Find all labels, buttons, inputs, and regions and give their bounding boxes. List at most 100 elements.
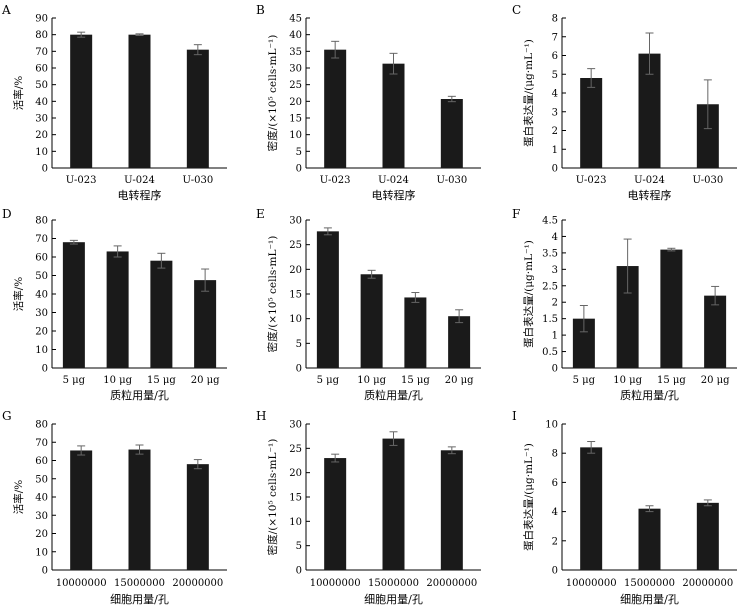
y-tick-label: 4 bbox=[552, 232, 558, 243]
category-label: 20000000 bbox=[426, 578, 477, 589]
bar bbox=[316, 231, 339, 368]
bar bbox=[186, 464, 209, 570]
y-tick-label: 15 bbox=[289, 114, 302, 125]
y-tick-label: 0.5 bbox=[542, 347, 558, 358]
y-tick-label: 40 bbox=[35, 493, 48, 504]
y-tick-label: 2 bbox=[552, 298, 558, 309]
y-tick-label: 15 bbox=[289, 493, 302, 504]
y-tick-label: 10 bbox=[289, 130, 302, 141]
y-tick-label: 70 bbox=[35, 47, 48, 58]
category-label: 15000000 bbox=[114, 578, 165, 589]
y-tick-label: 40 bbox=[35, 97, 48, 108]
y-tick-label: 35 bbox=[289, 47, 302, 58]
x-axis-label: 电转程序 bbox=[372, 188, 416, 202]
bar bbox=[638, 508, 661, 570]
x-axis-label: 细胞用量/孔 bbox=[110, 593, 169, 606]
panel-letter: H bbox=[256, 409, 266, 423]
x-axis-label: 电转程序 bbox=[118, 188, 162, 202]
bar bbox=[70, 34, 93, 168]
panel-letter: E bbox=[256, 207, 265, 221]
category-label: 20000000 bbox=[682, 578, 733, 589]
y-tick-label: 45 bbox=[289, 14, 302, 25]
bar bbox=[580, 447, 603, 570]
y-tick-label: 20 bbox=[35, 327, 48, 338]
bar bbox=[62, 242, 85, 368]
y-tick-label: 25 bbox=[289, 80, 302, 91]
bar bbox=[70, 450, 93, 570]
category-label: 5 μg bbox=[63, 375, 86, 386]
y-tick-label: 7 bbox=[552, 32, 558, 43]
y-tick-label: 4 bbox=[552, 507, 558, 518]
y-axis-label: 活率/% bbox=[12, 277, 25, 312]
category-label: 10000000 bbox=[566, 578, 617, 589]
bar bbox=[440, 99, 463, 168]
y-tick-label: 60 bbox=[35, 456, 48, 467]
bar bbox=[704, 295, 727, 368]
bar bbox=[404, 297, 427, 368]
y-tick-label: 30 bbox=[35, 114, 48, 125]
bar-chart: 0 5 10 15 20 25 30 35 40 45 U-023 U-024 U-030 电转程序 密度/… bbox=[266, 14, 481, 202]
y-tick-label: 8 bbox=[552, 14, 558, 25]
y-tick-label: 5 bbox=[296, 339, 302, 350]
category-label: U-030 bbox=[436, 175, 467, 186]
category-label: 10 μg bbox=[357, 375, 386, 386]
chart-panel-f: F 0 0.5 1 1.5 2 2.5 3 3.5 4 4.5 5 μg 10 μg 15 μg 20 μ… bbox=[512, 207, 737, 402]
panel-letter: C bbox=[512, 3, 521, 17]
panel-letter: F bbox=[512, 207, 520, 221]
panel-letter: I bbox=[512, 409, 517, 423]
chart-panel-a: A 0 10 20 30 40 50 60 70 80 90 U-023 U-024 U-030 电转程序… bbox=[1, 3, 227, 202]
bar-chart: 0 10 20 30 40 50 60 70 80 90 U-023 U-024 U-030 电转程序 活率… bbox=[12, 14, 227, 202]
y-tick-label: 50 bbox=[35, 474, 48, 485]
y-tick-label: 8 bbox=[552, 449, 558, 460]
y-tick-label: 0 bbox=[296, 566, 302, 577]
category-label: 20 μg bbox=[445, 375, 474, 386]
y-axis-label: 密度/(×10⁵ cells·mL⁻¹) bbox=[266, 236, 279, 353]
y-tick-label: 5 bbox=[296, 147, 302, 158]
bar-chart: 0 5 10 15 20 25 30 10000000 15000000 20000000细胞用量… bbox=[266, 420, 481, 606]
bar bbox=[696, 104, 719, 168]
y-tick-label: 20 bbox=[35, 130, 48, 141]
bar bbox=[448, 316, 471, 368]
y-tick-label: 0 bbox=[42, 164, 48, 175]
bar bbox=[194, 280, 217, 368]
y-tick-label: 70 bbox=[35, 234, 48, 245]
x-axis-label: 细胞用量/孔 bbox=[364, 593, 423, 606]
y-tick-label: 10 bbox=[35, 345, 48, 356]
y-tick-label: 60 bbox=[35, 64, 48, 75]
y-axis-label: 密度/(×10⁵ cells·mL⁻¹) bbox=[266, 35, 279, 152]
bar bbox=[572, 318, 595, 368]
bar bbox=[324, 49, 347, 168]
category-label: 20000000 bbox=[172, 578, 223, 589]
bar-chart: 0 1 2 3 4 5 6 7 8 U-023 U-024 U-030 电转程序 蛋白表达量/(μg·mL… bbox=[522, 14, 737, 202]
bar bbox=[150, 260, 173, 368]
bar-chart: 0 10 20 30 40 50 60 70 80 5 μg 10 μg 15 μg 20 μg 质粒用量… bbox=[12, 216, 227, 402]
y-tick-label: 50 bbox=[35, 80, 48, 91]
y-tick-label: 10 bbox=[35, 547, 48, 558]
x-axis-label: 电转程序 bbox=[628, 188, 672, 202]
category-label: 10000000 bbox=[310, 578, 361, 589]
y-tick-label: 90 bbox=[35, 14, 48, 25]
y-tick-label: 40 bbox=[35, 290, 48, 301]
y-tick-label: 5 bbox=[552, 70, 558, 81]
y-tick-label: 1 bbox=[552, 145, 558, 156]
category-label: 20 μg bbox=[701, 375, 730, 386]
category-label: U-024 bbox=[124, 175, 155, 186]
y-tick-label: 10 bbox=[289, 314, 302, 325]
bar bbox=[128, 449, 151, 570]
y-tick-label: 1 bbox=[552, 331, 558, 342]
chart-panel-b: B 0 5 10 15 20 25 30 35 40 45 U-023 U-024 U-030 电转程序 密… bbox=[256, 3, 481, 202]
category-label: 20 μg bbox=[191, 375, 220, 386]
bar bbox=[128, 34, 151, 168]
x-axis-label: 质粒用量/孔 bbox=[620, 388, 679, 402]
y-tick-label: 6 bbox=[552, 51, 558, 62]
category-label: U-023 bbox=[66, 175, 97, 186]
bar bbox=[696, 502, 719, 570]
bar bbox=[440, 450, 463, 570]
category-label: 15000000 bbox=[624, 578, 675, 589]
y-tick-label: 20 bbox=[289, 468, 302, 479]
x-axis-label: 质粒用量/孔 bbox=[364, 388, 423, 402]
